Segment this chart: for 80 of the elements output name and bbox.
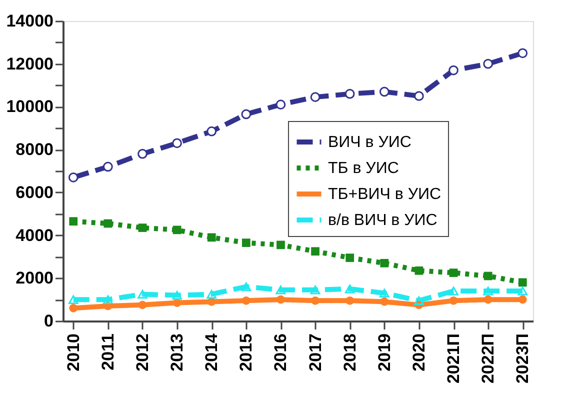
point	[172, 226, 182, 234]
point	[483, 286, 494, 296]
x-tick-label: 2018	[340, 334, 360, 372]
point	[104, 219, 112, 228]
y-tick-label: 2000	[16, 268, 54, 288]
point	[346, 296, 354, 305]
x-tick-label: 2013	[168, 334, 187, 372]
point	[449, 268, 458, 277]
point	[242, 296, 250, 305]
y-tick-label: 12000	[6, 54, 54, 74]
y-tick-label: 14000	[6, 12, 54, 30]
x-tick-label: 2016	[271, 334, 290, 372]
x-tick-label: 2017	[306, 334, 325, 372]
point	[344, 88, 355, 99]
y-tick-label: 0	[44, 312, 54, 330]
legend-label: ТБ в УИС	[328, 160, 399, 177]
point	[206, 290, 217, 299]
point	[138, 224, 147, 232]
point	[311, 296, 320, 305]
point	[310, 92, 320, 102]
point	[102, 295, 113, 304]
x-tick-label: 2021П	[444, 334, 464, 384]
point	[68, 295, 78, 304]
point	[276, 100, 286, 110]
x-tick-label: 2022П	[478, 334, 498, 384]
point	[172, 298, 182, 307]
x-tick-label: 2011	[98, 334, 118, 370]
point	[276, 286, 286, 294]
point	[69, 217, 78, 226]
point	[344, 284, 355, 294]
point	[414, 266, 424, 275]
x-tick-label: 2010	[64, 334, 83, 372]
point	[518, 48, 528, 58]
x-tick-label: 2015	[236, 334, 256, 372]
point	[207, 233, 216, 242]
x-tick-label: 2020	[409, 334, 428, 372]
point	[518, 278, 527, 287]
point	[484, 272, 492, 280]
point	[414, 296, 424, 306]
point	[138, 290, 148, 299]
legend-label: ТБ+ВИЧ в УИС	[328, 186, 442, 203]
point	[241, 282, 252, 292]
point	[310, 286, 320, 294]
point	[414, 91, 424, 101]
point	[484, 295, 492, 304]
point	[102, 162, 113, 172]
x-tick-label: 2012	[132, 334, 152, 372]
point	[380, 298, 389, 306]
point	[449, 296, 458, 305]
y-tick-label: 6000	[16, 182, 54, 202]
point	[242, 238, 250, 247]
x-tick-label: 2019	[374, 334, 394, 372]
point	[346, 254, 354, 262]
y-tick-label: 4000	[16, 226, 54, 245]
point	[276, 240, 285, 250]
point	[207, 298, 216, 306]
x-tick-label: 2014	[202, 332, 222, 372]
point	[379, 288, 390, 298]
point	[241, 109, 252, 120]
point	[69, 304, 78, 312]
point	[68, 172, 78, 182]
y-tick-label: 10000	[6, 97, 54, 116]
point	[448, 65, 458, 76]
point	[138, 300, 147, 310]
point	[380, 258, 389, 268]
point	[206, 126, 217, 136]
point	[483, 58, 494, 69]
point	[311, 247, 320, 256]
point	[518, 286, 528, 296]
point	[276, 295, 285, 304]
legend-label: в/в ВИЧ в УИС	[328, 212, 438, 229]
point	[448, 286, 458, 296]
point	[172, 290, 182, 300]
x-tick-label: 2023П	[513, 334, 532, 384]
y-tick-label: 8000	[16, 140, 54, 160]
legend-label: ВИЧ в УИС	[328, 134, 412, 151]
point	[138, 148, 148, 159]
point	[379, 86, 390, 97]
point	[518, 295, 527, 304]
point	[172, 138, 182, 148]
